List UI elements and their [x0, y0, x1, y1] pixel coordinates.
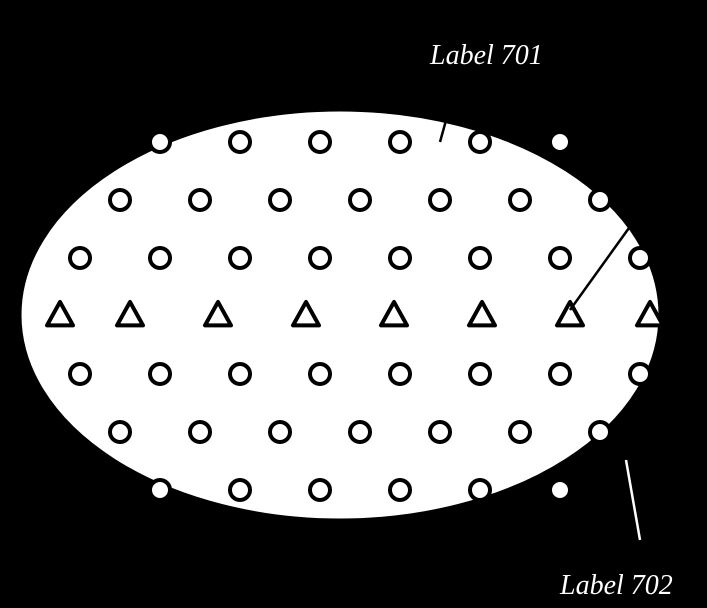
circle-marker: [270, 422, 290, 442]
circle-marker: [230, 480, 250, 500]
circle-marker: [150, 248, 170, 268]
circle-marker: [390, 132, 410, 152]
circle-marker: [430, 422, 450, 442]
label-1: Label 701: [430, 40, 543, 72]
circle-marker: [470, 248, 490, 268]
circle-marker: [230, 364, 250, 384]
circle-marker: [110, 190, 130, 210]
circle-marker: [230, 248, 250, 268]
circle-marker: [550, 248, 570, 268]
circle-marker: [590, 190, 610, 210]
circle-marker: [190, 190, 210, 210]
circle-marker: [150, 132, 170, 152]
circle-marker: [390, 248, 410, 268]
circle-marker: [470, 364, 490, 384]
circle-marker: [590, 422, 610, 442]
circle-marker: [550, 132, 570, 152]
circle-marker: [70, 248, 90, 268]
circle-marker: [70, 364, 90, 384]
circle-marker: [230, 132, 250, 152]
circle-marker: [510, 190, 530, 210]
circle-marker: [110, 422, 130, 442]
circle-marker: [430, 190, 450, 210]
circle-marker: [150, 480, 170, 500]
circle-marker: [630, 248, 650, 268]
circle-marker: [190, 422, 210, 442]
circle-marker: [390, 364, 410, 384]
circle-marker: [150, 364, 170, 384]
circle-marker: [470, 132, 490, 152]
circle-marker: [310, 132, 330, 152]
leader3-line: [626, 460, 640, 540]
label-2: Label 702: [560, 570, 673, 602]
circle-marker: [310, 364, 330, 384]
circle-marker: [470, 480, 490, 500]
circle-marker: [310, 480, 330, 500]
circle-marker: [510, 422, 530, 442]
circle-marker: [310, 248, 330, 268]
circle-marker: [270, 190, 290, 210]
diagram-root: Label 701 Label 702: [0, 0, 707, 608]
circle-marker: [630, 364, 650, 384]
circle-marker: [350, 190, 370, 210]
circle-marker: [550, 364, 570, 384]
circle-marker: [390, 480, 410, 500]
circle-marker: [550, 480, 570, 500]
diagram-svg: [0, 0, 707, 608]
circle-marker: [350, 422, 370, 442]
